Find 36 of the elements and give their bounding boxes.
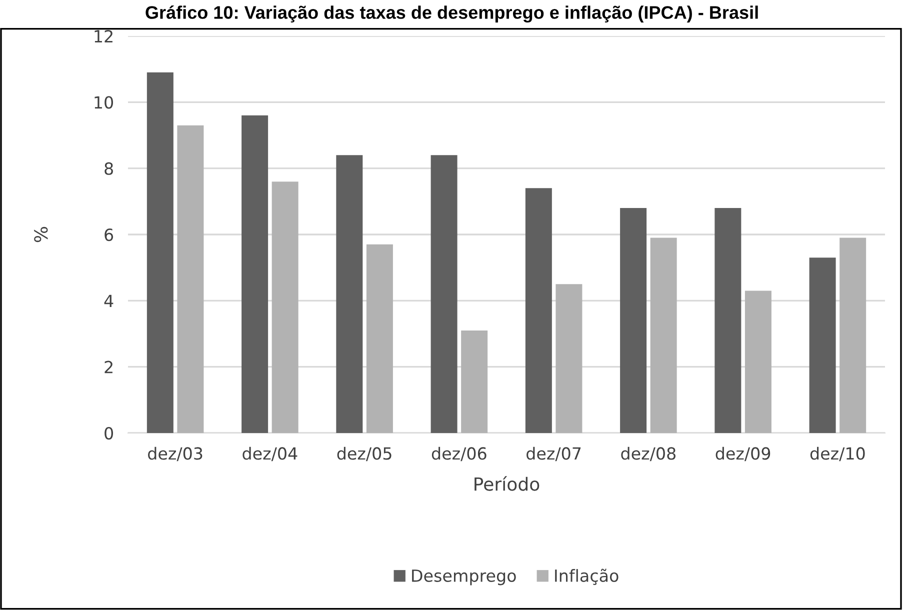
x-tick-label: dez/08 bbox=[621, 446, 676, 462]
bar bbox=[714, 208, 742, 433]
bar bbox=[809, 258, 836, 433]
y-tick-label: 6 bbox=[104, 228, 114, 242]
x-tick-label: dez/07 bbox=[526, 446, 581, 462]
legend-label: Inflação bbox=[555, 568, 618, 585]
chart-title: Gráfico 10: Variação das taxas de desemprego e inflação (IPCA) - Brasil bbox=[146, 5, 758, 23]
y-tick-label: 10 bbox=[94, 96, 114, 109]
x-tick-label: dez/03 bbox=[148, 446, 202, 462]
x-tick-label: dez/10 bbox=[810, 446, 865, 462]
bar bbox=[430, 155, 458, 433]
bar bbox=[146, 72, 174, 433]
bar bbox=[461, 330, 488, 433]
y-tick-label: 8 bbox=[104, 162, 113, 175]
x-tick-label: dez/05 bbox=[337, 446, 392, 462]
y-tick-label: 2 bbox=[104, 360, 112, 374]
x-tick-label: dez/09 bbox=[716, 446, 770, 462]
bar bbox=[650, 238, 677, 433]
bar bbox=[272, 182, 298, 433]
y-tick-label: 4 bbox=[104, 294, 114, 307]
bar bbox=[366, 244, 393, 433]
y-axis-title: % bbox=[34, 226, 48, 242]
bar bbox=[177, 125, 204, 433]
bar bbox=[620, 208, 647, 433]
bar bbox=[556, 284, 582, 433]
y-tick-label: 12 bbox=[94, 30, 112, 42]
bar bbox=[242, 115, 268, 433]
x-axis-title: Período bbox=[474, 476, 540, 491]
bar bbox=[744, 290, 772, 433]
bar bbox=[336, 155, 363, 433]
y-tick-label: 0 bbox=[104, 426, 114, 440]
bar bbox=[525, 188, 552, 433]
x-tick-label: dez/06 bbox=[432, 446, 486, 462]
bar bbox=[840, 238, 866, 433]
legend-label: Desemprego bbox=[412, 570, 516, 586]
x-tick-label: dez/04 bbox=[242, 446, 298, 462]
